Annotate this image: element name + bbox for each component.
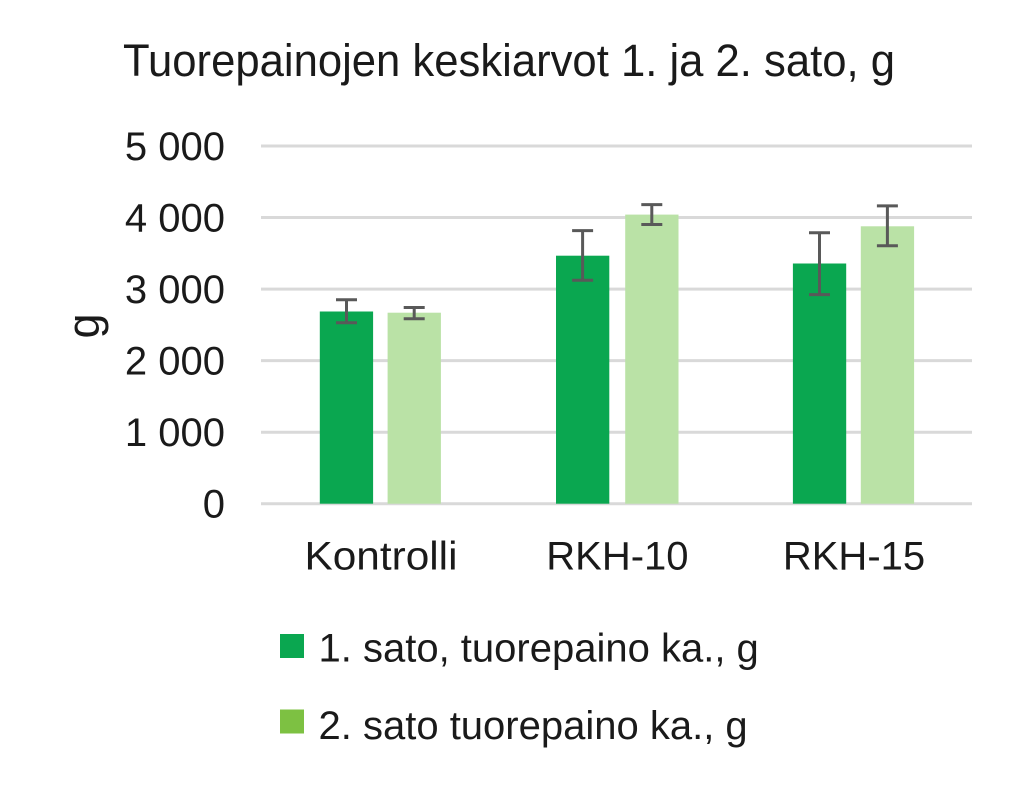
svg-text:RKH-15: RKH-15: [783, 535, 925, 579]
svg-text:1. sato, tuorepaino ka., g: 1. sato, tuorepaino ka., g: [319, 627, 759, 671]
svg-text:Kontrolli: Kontrolli: [305, 535, 458, 579]
svg-text:RKH-10: RKH-10: [546, 535, 688, 579]
svg-text:0: 0: [203, 483, 225, 527]
svg-text:2. sato tuorepaino ka., g: 2. sato tuorepaino ka., g: [319, 704, 748, 748]
svg-text:1 000: 1 000: [125, 411, 225, 455]
svg-text:3 000: 3 000: [125, 268, 225, 312]
svg-text:g: g: [58, 313, 109, 338]
svg-text:Tuorepainojen keskiarvot 1. ja: Tuorepainojen keskiarvot 1. ja 2. sato, …: [123, 35, 895, 86]
svg-text:5 000: 5 000: [125, 125, 225, 169]
svg-text:4 000: 4 000: [125, 196, 225, 240]
svg-text:2 000: 2 000: [125, 340, 225, 384]
